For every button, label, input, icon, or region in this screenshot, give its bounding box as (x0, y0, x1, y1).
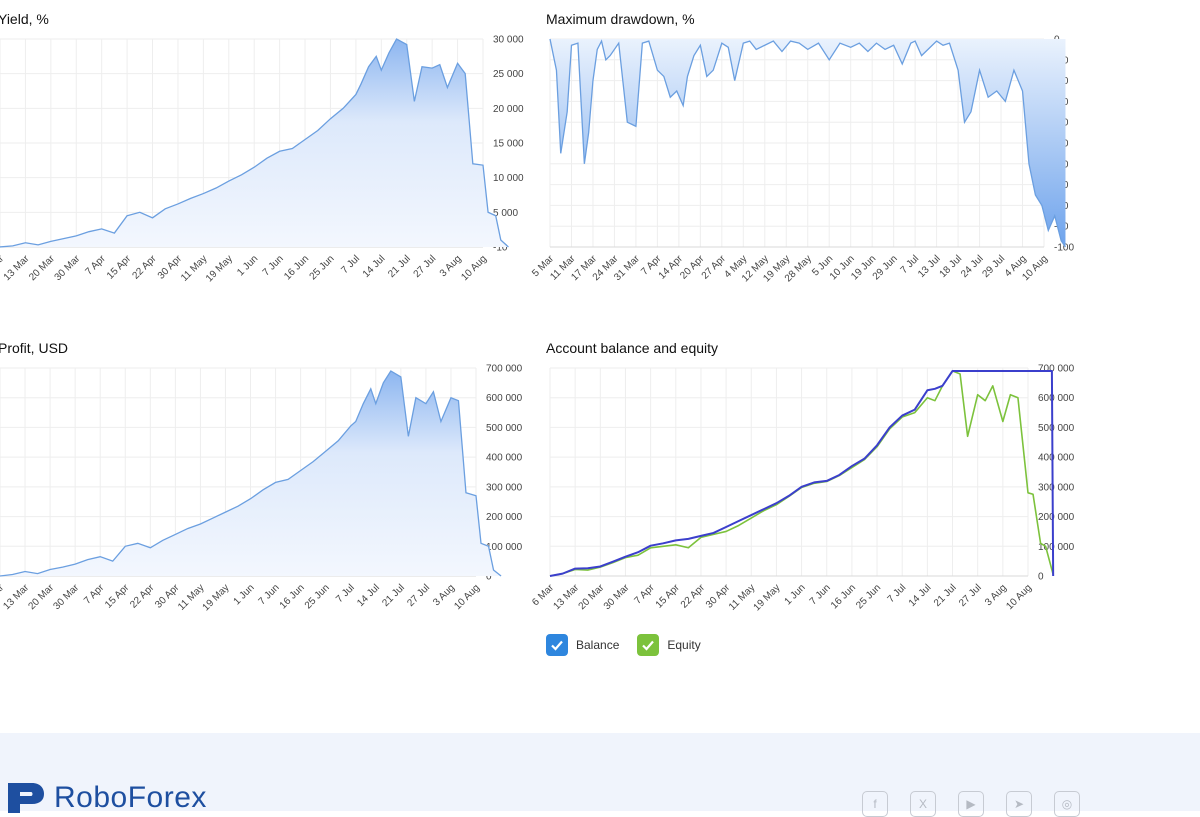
x-tick-label: 15 Apr (105, 253, 134, 282)
y-tick-label: 25 000 (493, 69, 524, 80)
x-tick-label: 13 Mar (551, 582, 581, 612)
y-tick-label: 500 000 (1038, 423, 1075, 434)
x-tick-label: 27 Jul (405, 582, 432, 609)
y-tick-label: 100 000 (486, 542, 523, 553)
x-tick-label: 27 Apr (700, 253, 729, 282)
x-tick-label: 21 Jul (386, 253, 413, 280)
y-tick-label: 400 000 (486, 453, 523, 464)
x-tick-label: 30 Mar (602, 582, 632, 612)
x-tick-label: 25 Jun (303, 582, 332, 611)
y-tick-label: 5 000 (493, 208, 518, 219)
x-tick-label: 10 Aug (459, 253, 489, 283)
checkbox-checked-icon[interactable] (637, 634, 659, 656)
y-tick-label: 200 000 (486, 512, 523, 523)
y-tick-label: 15 000 (493, 139, 524, 150)
x-tick-label: 7 Jul (339, 253, 362, 276)
brand-name: RoboForex (54, 781, 207, 815)
x-tick-label: 20 Mar (577, 582, 607, 612)
x-tick-label: 19 May (204, 253, 235, 284)
balance-equity-title: Account balance and equity (546, 340, 718, 356)
x-tick-label: 22 Apr (128, 582, 157, 611)
x-tick-label: 24 Jul (959, 253, 986, 280)
legend-equity-label: Equity (667, 638, 700, 652)
instagram-icon[interactable]: ◎ (1054, 791, 1080, 817)
legend-equity-toggle[interactable]: Equity (637, 634, 700, 656)
balance-equity-chart: 700 000 600 000 500 000 400 000 300 000 200 0… (546, 359, 1086, 659)
x-tick-label: 25 Jun (854, 582, 883, 611)
x-icon[interactable]: X (910, 791, 936, 817)
x-tick-label: 19 May (201, 582, 232, 613)
x-tick-label: 13 Jul (916, 253, 943, 280)
x-tick-label: 29 Jul (981, 253, 1008, 280)
x-tick-label: 14 Jul (355, 582, 382, 609)
x-tick-label: 25 Jun (308, 253, 337, 282)
facebook-icon[interactable]: f (862, 791, 888, 817)
y-tick-label: 20 000 (493, 104, 524, 115)
chart-legend: Balance Equity (546, 634, 701, 656)
x-tick-label: 14 Jul (361, 253, 388, 280)
checkbox-checked-icon[interactable] (546, 634, 568, 656)
x-tick-label: 11 May (727, 582, 757, 612)
x-tick-label: 21 Jul (380, 582, 407, 609)
brand-logo[interactable]: RoboForex (6, 781, 207, 815)
x-tick-label: 1 Jun (235, 253, 260, 278)
telegram-icon[interactable]: ➤ (1006, 791, 1032, 817)
profit-chart: 700 000 600 000 500 000 400 000 300 000 200 0… (0, 359, 540, 659)
x-tick-label: 20 Mar (27, 253, 57, 283)
x-tick-label: 30 Mar (51, 582, 81, 612)
y-tick-label: 400 000 (1038, 453, 1075, 464)
x-tick-label: 1 Jun (232, 582, 257, 607)
x-tick-label: 27 Jul (412, 253, 439, 280)
x-tick-label: 16 Jun (278, 582, 307, 611)
yield-title: Yield, % (0, 11, 49, 27)
y-tick-label: 100 000 (1038, 542, 1075, 553)
legend-balance-toggle[interactable]: Balance (546, 634, 619, 656)
x-tick-label: 7 Jul (886, 582, 909, 605)
y-tick-label: 0 (1038, 572, 1044, 583)
x-tick-label: 7 Jul (334, 582, 357, 605)
x-tick-label: 27 Jul (957, 582, 984, 609)
y-tick-label: 600 000 (486, 393, 523, 404)
x-tick-label: 16 Jun (829, 582, 858, 611)
x-tick-label: 30 Mar (53, 253, 83, 283)
y-tick-label: 300 000 (1038, 482, 1075, 493)
x-tick-label: 29 Jun (871, 253, 900, 282)
y-tick-label: 30 000 (493, 35, 524, 46)
y-tick-label: 300 000 (486, 482, 523, 493)
x-tick-label: 14 Jul (907, 582, 934, 609)
y-tick-label: 10 000 (493, 173, 524, 184)
roboforex-logo-icon (6, 781, 46, 815)
y-tick-label: 500 000 (486, 423, 523, 434)
x-tick-label: 1 Jun (783, 582, 808, 607)
y-tick-label: 700 000 (486, 364, 523, 375)
y-tick-label: 600 000 (1038, 393, 1075, 404)
drawdown-title: Maximum drawdown, % (546, 11, 695, 27)
x-tick-label: 22 Apr (130, 253, 159, 282)
x-tick-label: 15 Apr (654, 582, 683, 611)
x-tick-label: 21 Jul (932, 582, 959, 609)
x-tick-label: 18 Jul (938, 253, 965, 280)
x-tick-label: 13 Mar (2, 253, 32, 283)
x-tick-label: 22 Apr (679, 582, 708, 611)
x-tick-label: 19 May (752, 582, 783, 613)
x-tick-label: 10 Aug (1004, 582, 1034, 612)
x-tick-label: 20 Mar (26, 582, 56, 612)
x-tick-label: 16 Jun (282, 253, 311, 282)
profit-title: Profit, USD (0, 340, 68, 356)
y-tick-label: 200 000 (1038, 512, 1075, 523)
x-tick-label: 15 Apr (103, 582, 132, 611)
x-tick-label: 11 May (179, 253, 209, 283)
youtube-icon[interactable]: ▶ (958, 791, 984, 817)
x-tick-label: 13 Mar (1, 582, 31, 612)
y-tick-label: 700 000 (1038, 364, 1075, 375)
x-tick-label: 10 Aug (452, 582, 482, 612)
legend-balance-label: Balance (576, 638, 619, 652)
